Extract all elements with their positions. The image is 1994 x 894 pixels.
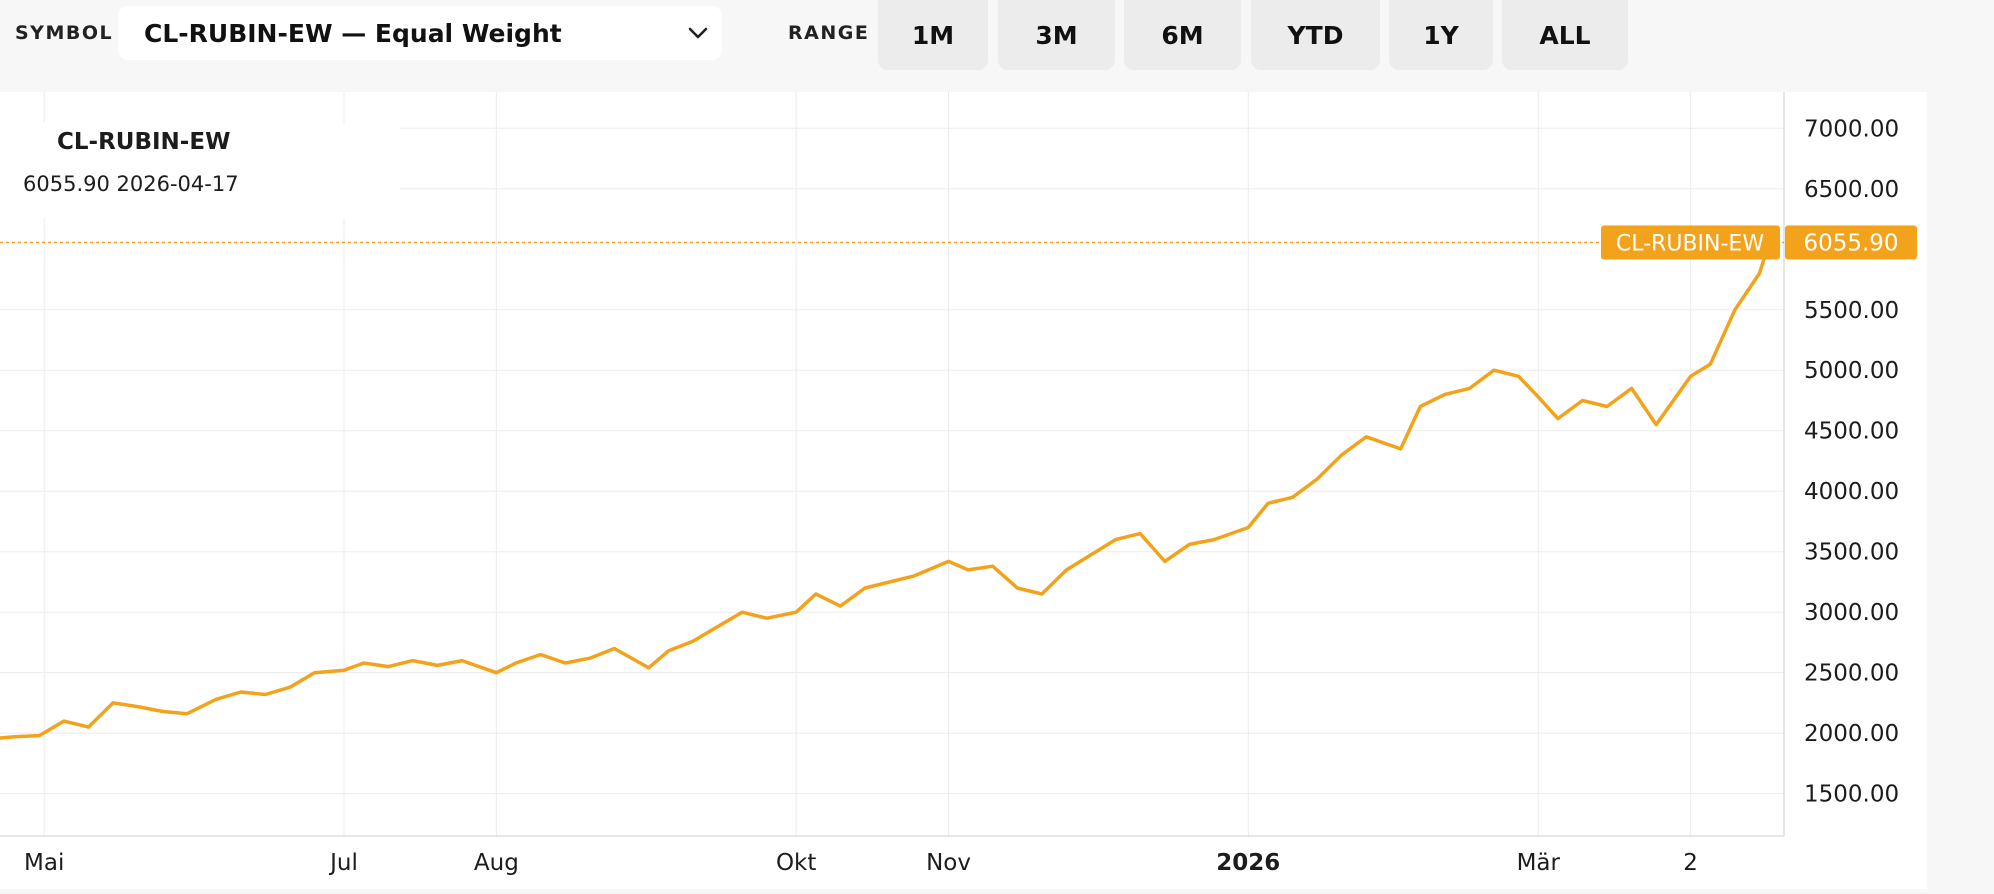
- y-tick-label: 2000.00: [1804, 721, 1899, 747]
- y-tick-label: 5500.00: [1804, 298, 1899, 324]
- chart-panel: [0, 92, 1927, 889]
- last-price-badge: [1785, 225, 1917, 260]
- x-tick-label: Mai: [24, 850, 64, 876]
- x-tick-label: Nov: [926, 850, 971, 876]
- legend-price: 6055.90: [23, 172, 110, 196]
- x-tick-label: Mär: [1517, 850, 1561, 876]
- y-tick-label: 1500.00: [1804, 782, 1899, 808]
- x-tick-label: Aug: [474, 850, 519, 876]
- legend-box: [0, 123, 400, 219]
- y-tick-label: 3000.00: [1804, 600, 1899, 626]
- series-line-cl-rubin-ew: [0, 240, 1772, 740]
- range-button-all[interactable]: ALL: [1502, 0, 1628, 70]
- x-tick-label: Jul: [328, 850, 358, 876]
- legend-symbol: CL-RUBIN-EW: [57, 129, 231, 155]
- y-tick-label: 2500.00: [1804, 661, 1899, 687]
- series-name-label: CL-RUBIN-EW: [1616, 232, 1764, 257]
- range-label: RANGE: [788, 22, 870, 44]
- x-tick-label: 2: [1683, 850, 1698, 876]
- last-price-label: 6055.90: [1803, 231, 1898, 257]
- toolbar: SYMBOL CL-RUBIN-EW — Equal Weight RANGE …: [0, 0, 1994, 92]
- y-tick-label: 6500.00: [1804, 177, 1899, 203]
- chevron-down-icon: [684, 19, 712, 53]
- y-tick-label: 7000.00: [1804, 116, 1899, 142]
- legend-date: 2026-04-17: [116, 172, 239, 196]
- series-name-tag: [1601, 225, 1780, 260]
- y-tick-label: 4000.00: [1804, 479, 1899, 505]
- range-button-3m[interactable]: 3M: [998, 0, 1115, 70]
- range-button-1y[interactable]: 1Y: [1389, 0, 1493, 70]
- y-tick-label: 4500.00: [1804, 419, 1899, 445]
- legend-value: 6055.90 2026-04-17: [23, 172, 239, 196]
- y-tick-label: 3500.00: [1804, 540, 1899, 566]
- symbol-label: SYMBOL: [15, 22, 114, 44]
- range-button-6m[interactable]: 6M: [1124, 0, 1241, 70]
- symbol-select-value: CL-RUBIN-EW — Equal Weight: [144, 18, 562, 48]
- x-tick-label: 2026: [1216, 850, 1280, 876]
- range-button-ytd[interactable]: YTD: [1251, 0, 1380, 70]
- symbol-select[interactable]: CL-RUBIN-EW — Equal Weight: [118, 6, 722, 60]
- x-tick-label: Okt: [776, 850, 816, 876]
- range-button-1m[interactable]: 1M: [878, 0, 988, 70]
- y-tick-label: 5000.00: [1804, 358, 1899, 384]
